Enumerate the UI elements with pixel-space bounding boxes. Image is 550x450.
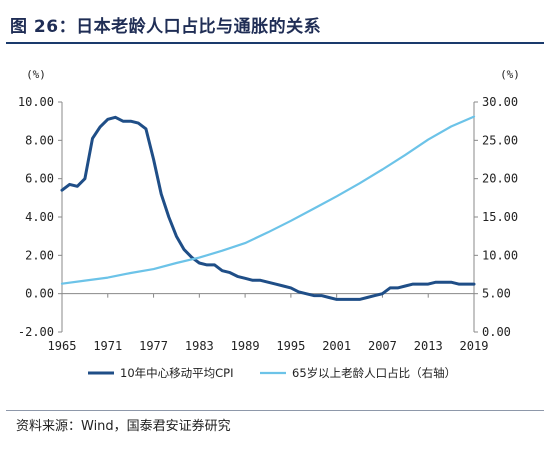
- y-left-tick-label: -2.00: [18, 325, 54, 339]
- y-right-tick-label: 5.00: [482, 287, 511, 301]
- y-left-tick-label: 6.00: [25, 172, 54, 186]
- x-tick-label: 2007: [368, 339, 397, 353]
- y-right-tick-label: 10.00: [482, 248, 518, 262]
- chart: (%) (%) 10.00 8.00 6.00 4.00 2.00 0.00 -2.00 30.0…: [18, 68, 520, 380]
- x-tick-label: 2001: [322, 339, 351, 353]
- title-divider: [6, 42, 544, 44]
- legend-label: 10年中心移动平均CPI: [120, 366, 234, 380]
- y-left-tick-label: 4.00: [25, 210, 54, 224]
- y-axis-left-unit: (%): [26, 68, 46, 81]
- x-tick-label: 2019: [460, 339, 489, 353]
- figure-title-row: 图 26：日本老龄人口占比与通胀的关系: [6, 10, 544, 38]
- y-right-tick-label: 25.00: [482, 133, 518, 147]
- source-note: 资料来源：Wind，国泰君安证券研究: [16, 419, 231, 434]
- figure-title: 图 26：日本老龄人口占比与通胀的关系: [10, 17, 322, 37]
- axes: (%) (%) 10.00 8.00 6.00 4.00 2.00 0.00 -2.00 30.0…: [18, 68, 520, 353]
- y-right-tick-label: 15.00: [482, 210, 518, 224]
- legend-label: 65岁以上老龄人口占比（右轴）: [292, 366, 456, 380]
- y-left-tick-label: 8.00: [25, 133, 54, 147]
- source-divider: [6, 410, 544, 411]
- series-line-aging-ratio: [60, 115, 476, 285]
- plot-area: [60, 115, 476, 301]
- y-right-tick-label: 20.00: [482, 172, 518, 186]
- y-left-tick-label: 10.00: [18, 95, 54, 109]
- x-tick-label: 1971: [93, 339, 122, 353]
- y-right-tick-label: 0.00: [482, 325, 511, 339]
- x-tick-label: 1989: [231, 339, 260, 353]
- x-tick-label: 1965: [48, 339, 77, 353]
- x-tick-label: 1983: [185, 339, 214, 353]
- legend: 10年中心移动平均CPI 65岁以上老龄人口占比（右轴）: [88, 366, 456, 380]
- y-right-tick-label: 30.00: [482, 95, 518, 109]
- x-tick-label: 1977: [139, 339, 168, 353]
- x-tick-label: 1995: [276, 339, 305, 353]
- x-tick-label: 2013: [414, 339, 443, 353]
- y-left-tick-label: 2.00: [25, 248, 54, 262]
- y-axis-right-unit: (%): [500, 68, 520, 81]
- series-line-cpi: [60, 115, 476, 301]
- y-left-tick-label: 0.00: [25, 287, 54, 301]
